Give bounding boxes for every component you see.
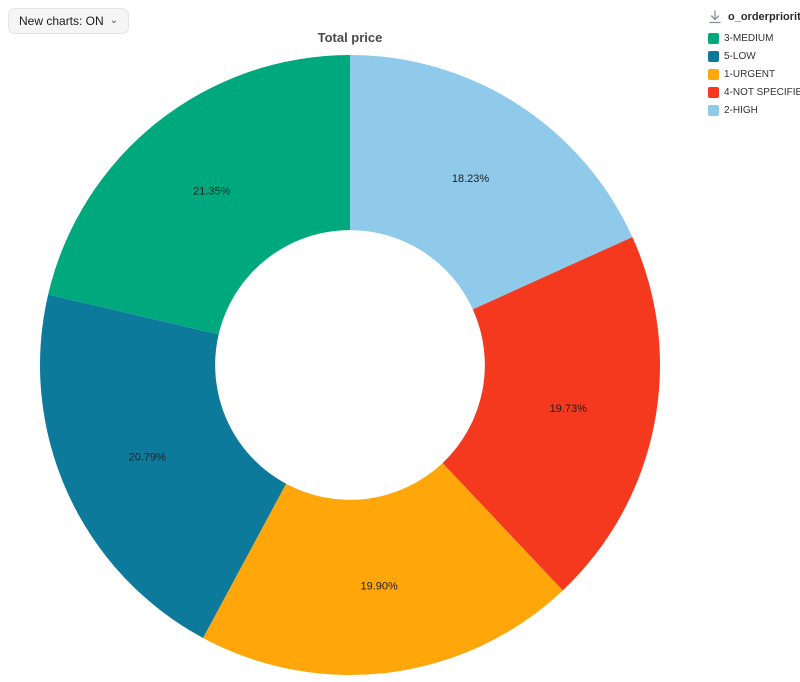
legend: o_orderpriority 3-MEDIUM 5-LOW 1-URGENT 4-N… [708, 10, 800, 123]
slice-percentage-label: 19.73% [550, 403, 588, 415]
new-charts-label: New charts: ON [19, 14, 104, 28]
chevron-down-icon: ⌄ [109, 15, 119, 26]
legend-item-4-not-specified[interactable]: 4-NOT SPECIFIED [708, 87, 800, 98]
slice-percentage-label: 18.23% [452, 173, 490, 185]
legend-label: 2-HIGH [724, 105, 758, 116]
legend-header: o_orderpriority [708, 10, 800, 24]
legend-label: 3-MEDIUM [724, 33, 774, 44]
legend-title: o_orderpriority [728, 11, 800, 23]
new-charts-toggle[interactable]: New charts: ON ⌄ [8, 8, 130, 34]
legend-item-2-high[interactable]: 2-HIGH [708, 105, 800, 116]
legend-swatch [708, 105, 719, 116]
slice-percentage-label: 21.35% [193, 186, 231, 198]
pie-slice-4-not-specified[interactable] [442, 237, 660, 591]
legend-item-3-medium[interactable]: 3-MEDIUM [708, 33, 800, 44]
legend-swatch [708, 69, 719, 80]
download-icon[interactable] [708, 10, 722, 24]
legend-label: 1-URGENT [724, 69, 776, 80]
legend-item-5-low[interactable]: 5-LOW [708, 51, 800, 62]
legend-items: 3-MEDIUM 5-LOW 1-URGENT 4-NOT SPECIFIED 2-HI… [708, 33, 800, 116]
legend-label: 4-NOT SPECIFIED [724, 87, 800, 98]
legend-item-1-urgent[interactable]: 1-URGENT [708, 69, 800, 80]
legend-label: 5-LOW [724, 51, 756, 62]
pie-slice-3-medium[interactable] [48, 54, 351, 335]
pie-slice-5-low[interactable] [40, 294, 287, 638]
legend-swatch [708, 87, 719, 98]
slice-percentage-label: 19.90% [360, 580, 398, 592]
chart-title: Total price [317, 30, 383, 45]
slice-percentage-label: 20.79% [129, 451, 167, 463]
legend-swatch [708, 51, 719, 62]
pie-slice-2-high[interactable] [350, 55, 633, 310]
pie-slice-1-urgent[interactable] [203, 463, 563, 676]
legend-swatch [708, 33, 719, 44]
